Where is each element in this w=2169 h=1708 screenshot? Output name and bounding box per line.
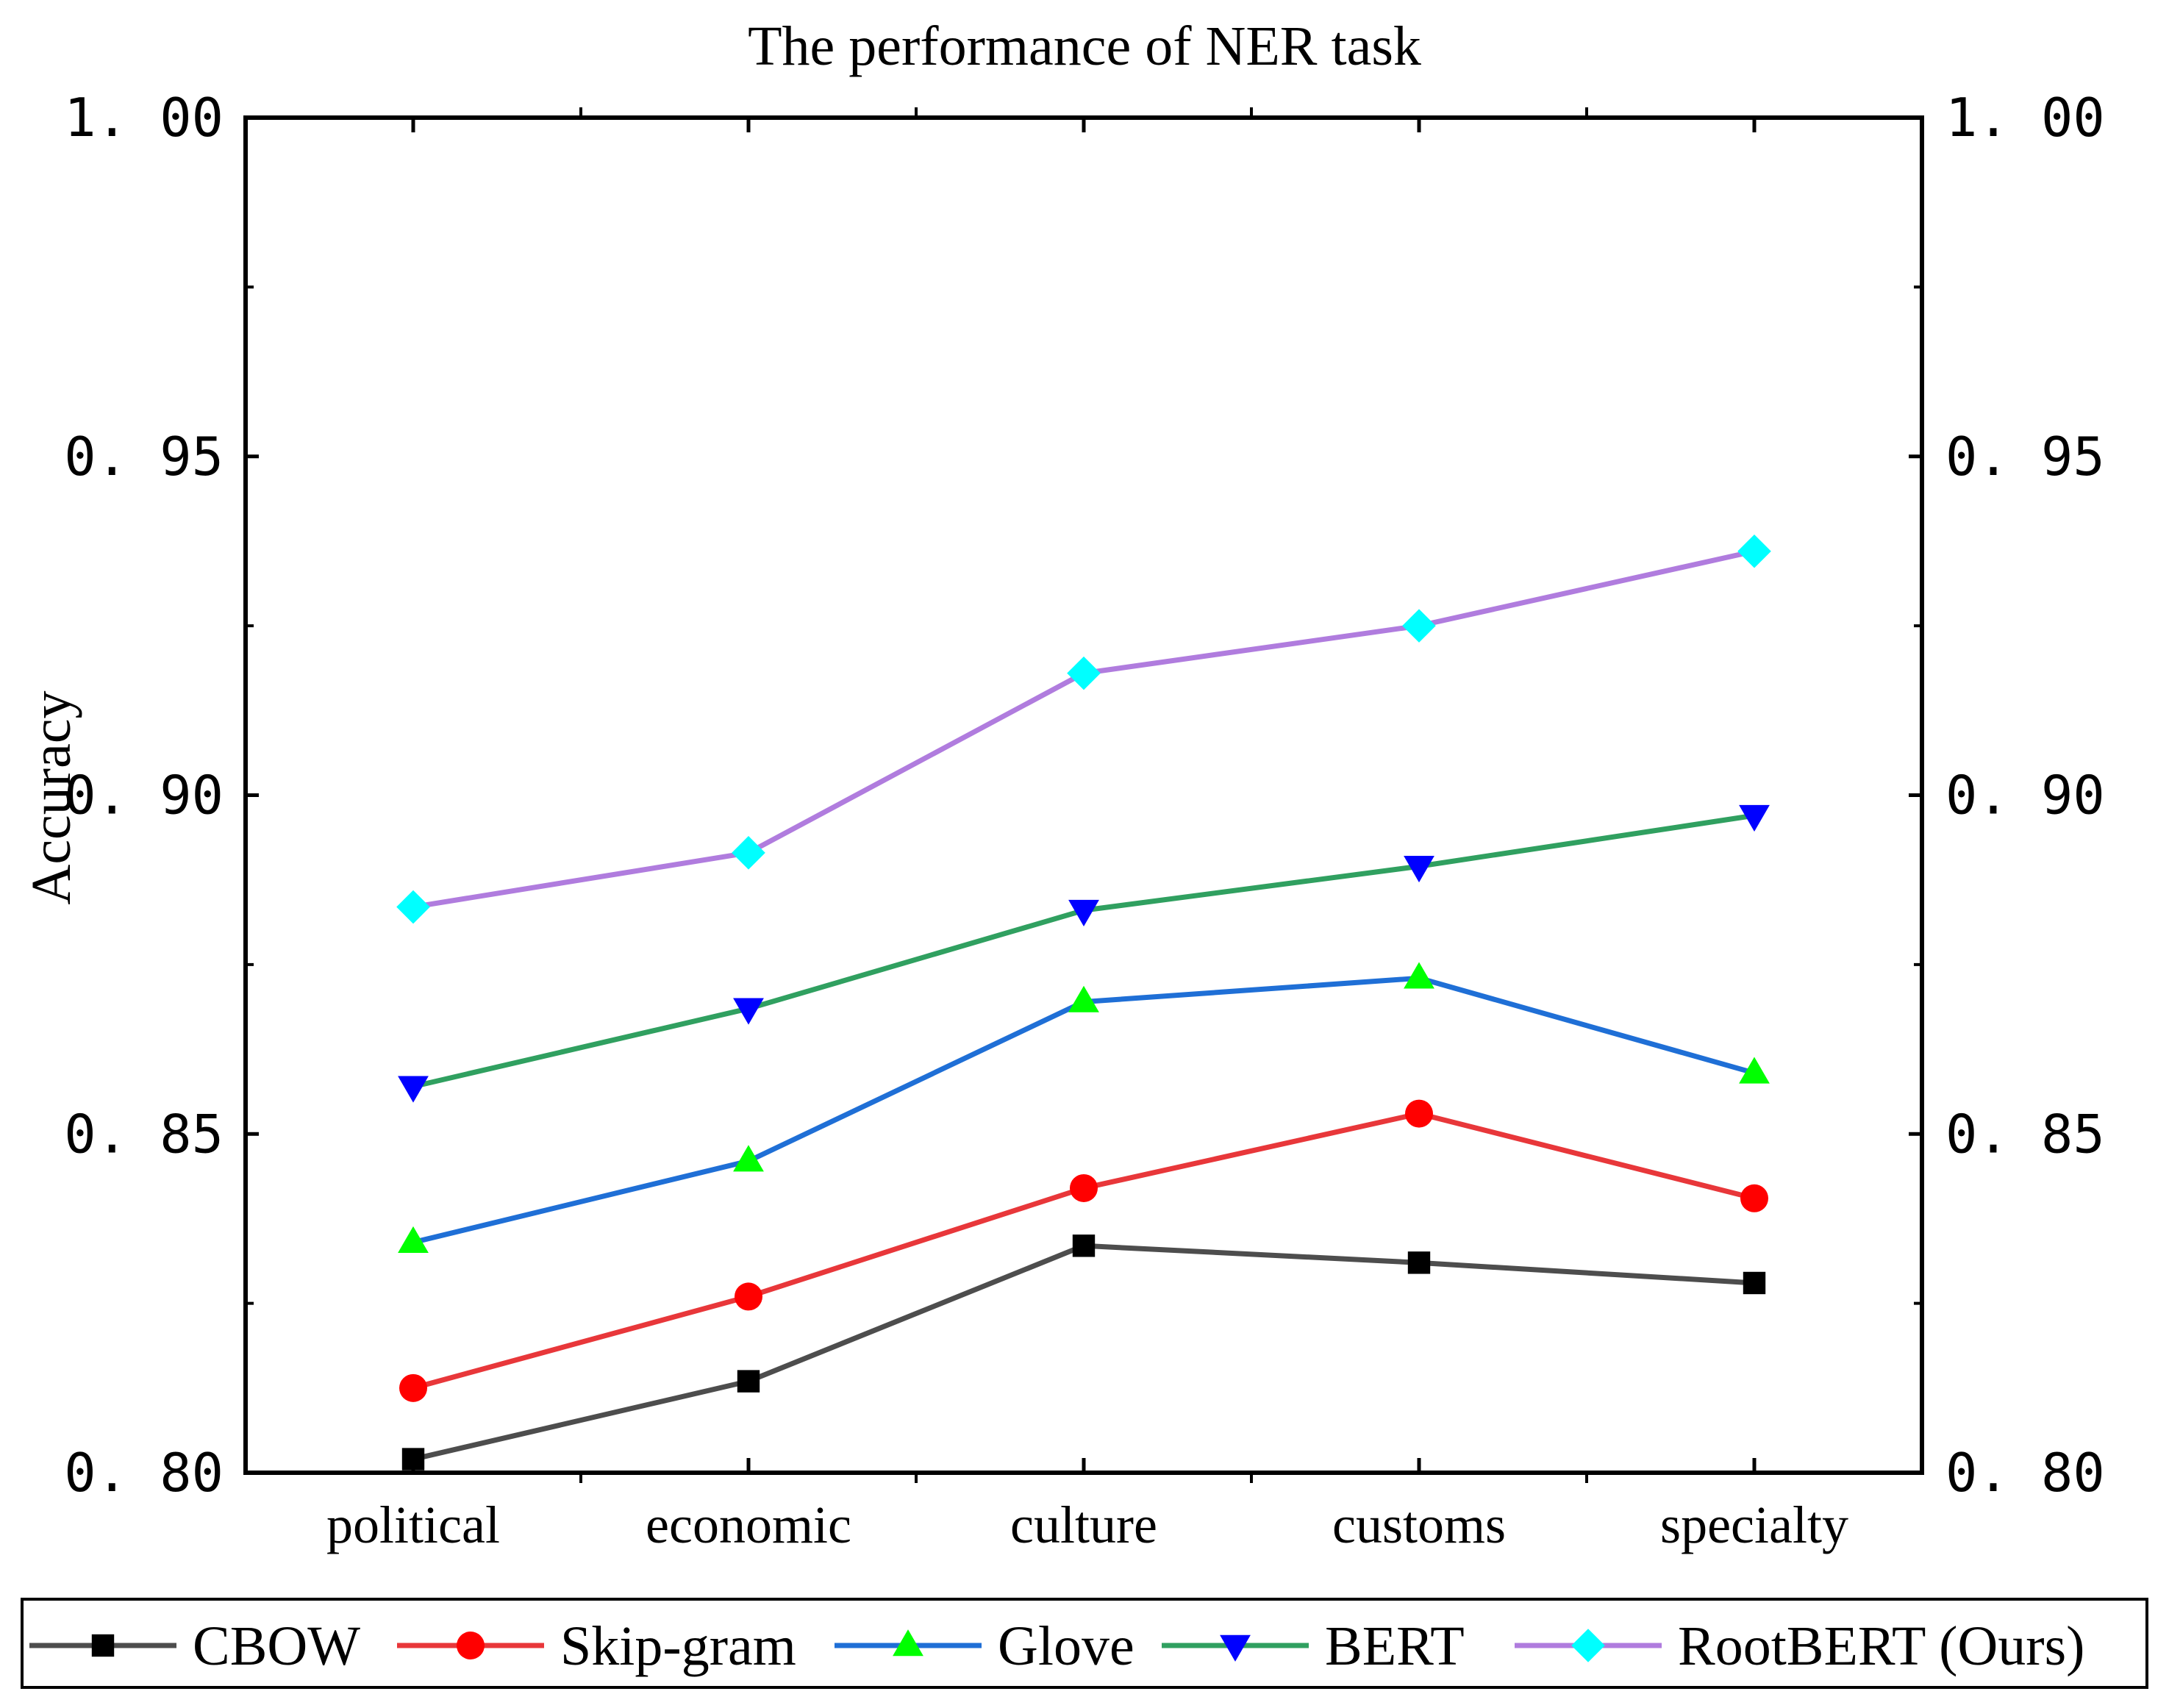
y-tick-label-left: 1. 00	[64, 87, 224, 149]
data-point-glove	[733, 1145, 764, 1172]
x-tick-label: economic	[646, 1496, 851, 1554]
x-tick-label: customs	[1332, 1496, 1506, 1554]
legend-label: Glove	[998, 1615, 1134, 1677]
data-point-rootbert-ours	[1402, 609, 1436, 643]
data-point-glove	[1739, 1057, 1770, 1084]
legend-item-bert: BERT	[1162, 1615, 1465, 1677]
series-line-glove	[412, 975, 1755, 1246]
legend-label: RootBERT (Ours)	[1678, 1615, 2085, 1677]
data-point-rootbert-ours	[1067, 656, 1101, 690]
data-point-bert	[733, 998, 764, 1025]
data-point-skip-gram	[1740, 1184, 1768, 1212]
data-point-cbow	[1072, 1234, 1096, 1257]
data-point-cbow	[1743, 1271, 1766, 1295]
legend-item-rootbert-ours: RootBERT (Ours)	[1515, 1615, 2085, 1677]
data-point-glove	[1068, 985, 1099, 1012]
y-tick-label-right: 0. 90	[1945, 765, 2105, 826]
y-tick-label-left: 0. 85	[64, 1103, 224, 1165]
data-point-rootbert-ours	[1737, 534, 1771, 568]
y-tick-label-right: 1. 00	[1945, 87, 2105, 149]
y-axis-label: Accuracy	[21, 690, 82, 904]
data-point-glove	[398, 1226, 429, 1253]
legend-label: CBOW	[193, 1615, 360, 1677]
legend: CBOW Skip-gram Glove BERT RootBERT (Ours)	[29, 1615, 2085, 1677]
y-tick-label-right: 0. 85	[1945, 1103, 2105, 1165]
legend-marker	[457, 1632, 485, 1659]
x-tick-label: political	[326, 1496, 500, 1554]
legend-marker	[1571, 1629, 1605, 1662]
series-bert	[398, 804, 1770, 1103]
data-point-skip-gram	[399, 1373, 427, 1402]
y-tick-label-left: 0. 80	[64, 1442, 224, 1504]
legend-marker	[893, 1629, 923, 1657]
legend-box	[21, 1598, 2148, 1689]
legend-item-skip-gram: Skip-gram	[397, 1615, 796, 1677]
y-tick-label-left: 0. 90	[64, 765, 224, 826]
data-point-skip-gram	[1070, 1173, 1098, 1202]
data-point-cbow	[401, 1448, 425, 1471]
axes: 0. 80 0. 80 0. 85 0. 85 0. 90 0. 90 0. 95 0. 95…	[64, 87, 2105, 1554]
legend-label: BERT	[1325, 1615, 1465, 1677]
series-cbow	[401, 1234, 1766, 1471]
y-tick-label-left: 0. 95	[64, 426, 224, 487]
series-glove	[398, 962, 1770, 1253]
series-skip-gram	[399, 1099, 1768, 1402]
y-tick-label-right: 0. 95	[1945, 426, 2105, 487]
data-point-bert	[1068, 899, 1099, 927]
data-point-glove	[1404, 962, 1434, 989]
data-point-bert	[1404, 856, 1434, 883]
series-layer	[396, 534, 1771, 1471]
legend-marker	[91, 1634, 115, 1657]
x-tick-label: culture	[1010, 1496, 1157, 1554]
data-point-bert	[1739, 804, 1770, 832]
data-point-skip-gram	[735, 1282, 762, 1311]
data-point-rootbert-ours	[732, 836, 765, 870]
series-line-cbow	[412, 1243, 1755, 1462]
legend-marker	[1220, 1634, 1251, 1662]
series-line-rootbert-ours	[412, 549, 1755, 910]
data-point-bert	[398, 1076, 429, 1103]
series-rootbert-ours	[396, 534, 1771, 924]
data-point-cbow	[1407, 1251, 1431, 1274]
legend-item-cbow: CBOW	[29, 1615, 360, 1677]
legend-item-glove: Glove	[835, 1615, 1134, 1677]
data-point-cbow	[737, 1370, 760, 1393]
data-point-skip-gram	[1405, 1099, 1433, 1128]
legend-label: Skip-gram	[560, 1615, 796, 1677]
y-tick-label-right: 0. 80	[1945, 1442, 2105, 1504]
x-tick-label: specialty	[1660, 1496, 1848, 1554]
data-point-rootbert-ours	[396, 890, 430, 924]
series-line-bert	[412, 812, 1755, 1090]
chart-title: The performance of NER task	[748, 15, 1421, 77]
plot-frame	[243, 115, 1924, 1475]
